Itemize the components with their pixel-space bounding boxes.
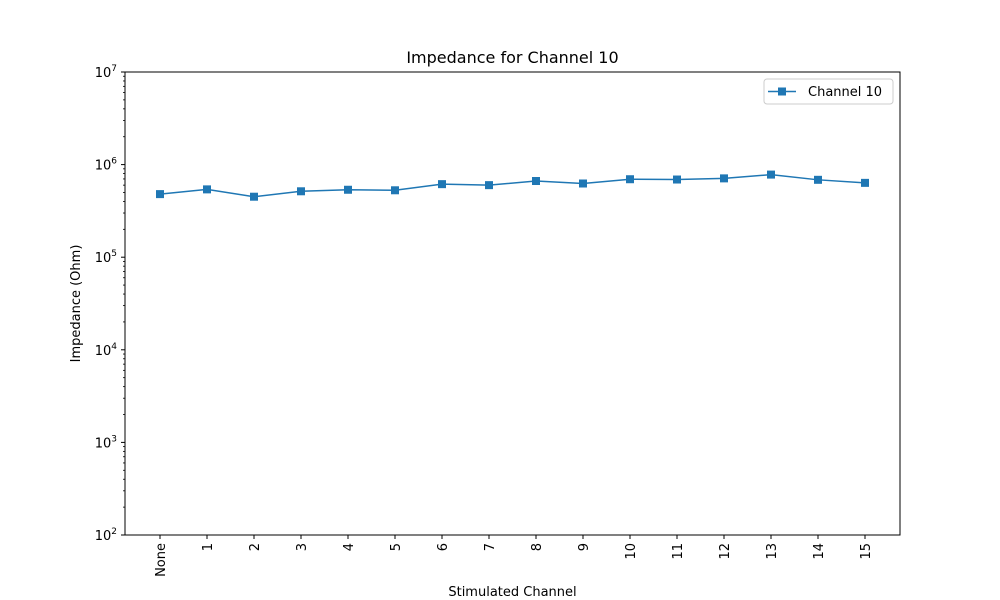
data-point-marker — [391, 186, 399, 195]
data-point-marker — [720, 174, 728, 183]
x-tick-label: 15 — [859, 543, 874, 560]
y-tick-label: 104 — [95, 342, 118, 359]
data-point-marker — [814, 175, 822, 184]
data-point-marker — [438, 180, 446, 189]
x-tick-label: 8 — [530, 543, 545, 551]
x-tick-label: 12 — [718, 543, 733, 560]
x-tick-label: 4 — [342, 543, 357, 551]
x-tick-label: 6 — [436, 543, 451, 551]
x-tick-label: 1 — [201, 543, 216, 551]
data-point-marker — [532, 177, 540, 186]
x-tick-label: 7 — [483, 543, 498, 551]
x-tick-label: 5 — [389, 543, 404, 551]
y-tick-label: 102 — [95, 527, 117, 544]
x-tick-label: 10 — [624, 543, 639, 560]
series-line — [159, 173, 866, 198]
y-tick-label: 105 — [95, 249, 117, 266]
x-axis: None 1 2 3 4 5 6 7 8 9 10 11 12 13 14 15 — [154, 535, 874, 577]
y-tick-label: 103 — [95, 434, 117, 451]
plot-area — [125, 72, 900, 535]
series-layer — [156, 170, 869, 201]
data-point-marker — [673, 175, 681, 184]
x-tick-label: 3 — [295, 543, 310, 551]
legend: Channel 10 — [763, 78, 894, 105]
data-point-marker — [485, 181, 493, 190]
y-axis-label: Impedance (Ohm) — [69, 245, 84, 363]
legend-box — [763, 78, 894, 105]
x-tick-label: 14 — [812, 543, 827, 560]
x-tick-label: 9 — [577, 543, 592, 551]
chart-title: Impedance for Channel 10 — [406, 48, 618, 67]
data-point-marker — [626, 175, 634, 184]
y-tick-label: 106 — [95, 157, 118, 174]
x-tick-label: 2 — [248, 543, 263, 551]
data-point-marker — [203, 185, 211, 194]
x-tick-label: 11 — [671, 543, 686, 560]
data-point-marker — [156, 190, 164, 199]
legend-label: Channel 10 — [808, 85, 882, 100]
x-tick-label: None — [154, 543, 169, 577]
data-point-marker — [297, 187, 305, 196]
x-axis-label: Stimulated Channel — [448, 585, 576, 600]
legend-marker-sample — [778, 87, 786, 96]
data-point-marker — [861, 178, 869, 187]
data-point-marker — [579, 179, 587, 188]
data-point-marker — [767, 170, 775, 179]
y-tick-label: 107 — [95, 64, 117, 81]
plot-frame — [124, 71, 901, 536]
data-point-marker — [250, 192, 258, 201]
data-point-marker — [344, 185, 352, 194]
x-tick-label: 13 — [765, 543, 780, 560]
